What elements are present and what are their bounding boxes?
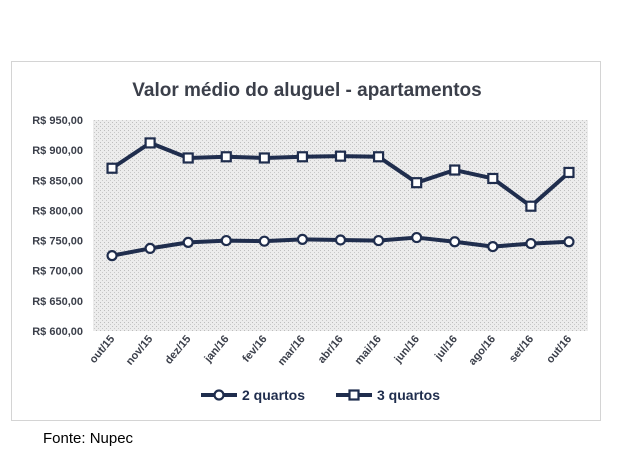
- chart-title: Valor médio do aluguel - apartamentos: [132, 80, 481, 101]
- legend-marker-circle: [213, 389, 225, 401]
- data-point: [334, 150, 347, 162]
- x-tick-label: ago/16: [467, 333, 499, 367]
- data-point: [220, 151, 232, 163]
- y-tick-label: R$ 850,00: [32, 175, 83, 187]
- data-point: [449, 164, 461, 176]
- x-tick-label: fev/16: [240, 333, 269, 365]
- data-point: [296, 151, 309, 163]
- data-point: [144, 137, 156, 149]
- legend-marker-square: [348, 389, 360, 401]
- data-point: [449, 236, 461, 248]
- x-tick-label: mar/16: [276, 333, 308, 368]
- y-tick-label: R$ 750,00: [32, 236, 83, 248]
- data-point: [563, 236, 575, 248]
- line-chart: Valor médio do aluguel - apartamentos R$…: [32, 80, 588, 403]
- data-point: [563, 166, 575, 179]
- data-point: [258, 235, 270, 247]
- source-note: Fonte: Nupec: [43, 430, 134, 447]
- x-tick-label: jul/16: [432, 333, 460, 363]
- data-point: [106, 250, 118, 262]
- series-layer: [106, 137, 575, 262]
- data-point: [372, 234, 385, 247]
- data-point: [220, 234, 232, 247]
- y-axis: R$ 600,00 R$ 650,00 R$ 700,00 R$ 750,00 R$ 8…: [32, 115, 83, 338]
- data-point: [334, 234, 347, 246]
- y-tick-label: R$ 600,00: [32, 326, 83, 338]
- series-3-quartos: [106, 137, 575, 212]
- data-point: [258, 152, 270, 164]
- x-tick-label: jan/16: [202, 333, 232, 365]
- data-point: [144, 242, 156, 255]
- x-tick-label: set/16: [507, 333, 536, 365]
- data-point: [182, 236, 194, 248]
- x-tick-label: jun/16: [392, 333, 422, 366]
- data-point: [411, 231, 423, 244]
- x-tick-label: dez/15: [163, 333, 194, 366]
- data-point: [411, 177, 423, 189]
- legend: 2 quartos 3 quartos: [201, 387, 440, 403]
- data-point: [106, 162, 118, 174]
- data-point: [525, 237, 537, 250]
- data-point: [487, 241, 499, 253]
- x-tick-label: nov/15: [124, 333, 156, 367]
- x-tick-label: mai/16: [353, 333, 384, 367]
- y-tick-label: R$ 650,00: [32, 296, 83, 308]
- legend-label: 2 quartos: [242, 387, 305, 403]
- y-tick-label: R$ 950,00: [32, 115, 83, 127]
- data-point: [372, 151, 385, 163]
- x-axis: out/15 nov/15 dez/15 jan/16 fev/16 mar/16 abr/…: [87, 333, 574, 368]
- y-tick-label: R$ 700,00: [32, 266, 83, 278]
- x-tick-label: abr/16: [316, 333, 346, 366]
- chart-container: Valor médio do aluguel - apartamentos R$…: [11, 61, 601, 421]
- legend-label: 3 quartos: [377, 387, 440, 403]
- series-2-quartos: [106, 231, 575, 262]
- data-point: [296, 233, 309, 245]
- y-tick-label: R$ 800,00: [32, 205, 83, 217]
- x-tick-label: out/15: [87, 333, 117, 366]
- data-point: [487, 172, 499, 185]
- x-tick-label: out/16: [544, 333, 574, 366]
- data-point: [182, 152, 194, 164]
- y-tick-label: R$ 900,00: [32, 145, 83, 157]
- data-point: [525, 200, 537, 212]
